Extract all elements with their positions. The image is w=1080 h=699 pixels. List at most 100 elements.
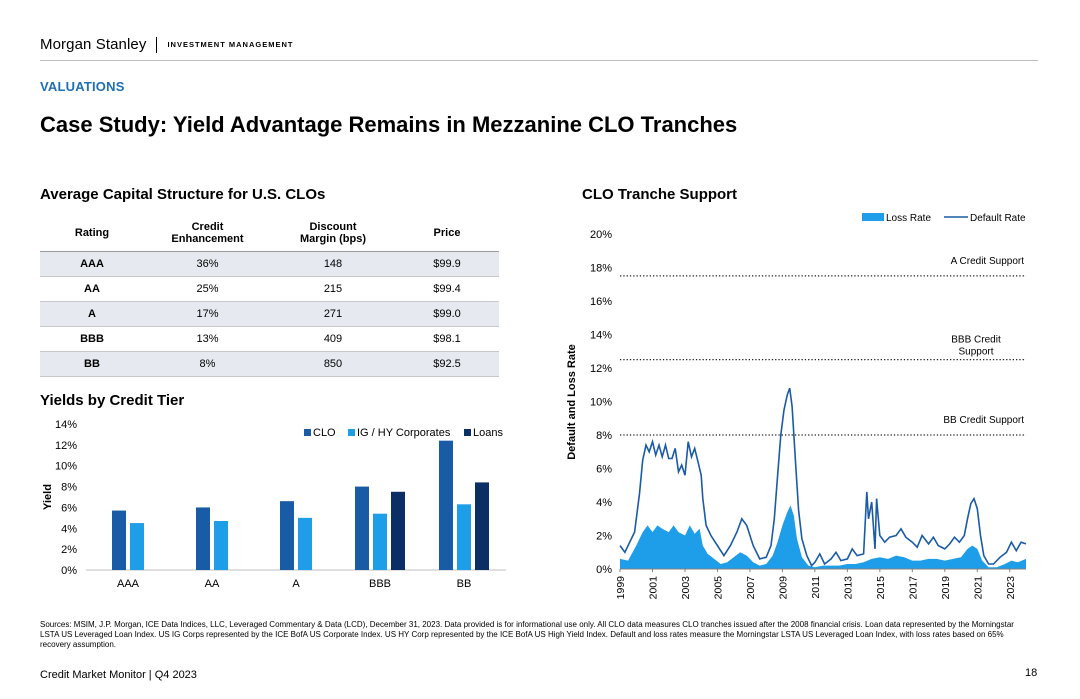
- legend-label: CLO: [313, 427, 336, 439]
- x-tick-label: 2023: [1005, 576, 1017, 600]
- legend-swatch: [348, 429, 355, 436]
- y-tick-label: 10%: [55, 461, 77, 473]
- header-text: Discount: [309, 221, 357, 234]
- table-row: BB 8% 850 $92.5: [40, 351, 499, 377]
- y-tick-label: 10%: [590, 397, 612, 409]
- x-tick-label: AA: [205, 578, 220, 590]
- bar-chart-title: Yields by Credit Tier: [40, 392, 185, 409]
- x-tick-label: 2013: [842, 576, 854, 600]
- bar-a-ig-hy-corporates: [298, 517, 312, 570]
- line-chart-title: CLO Tranche Support: [582, 186, 738, 203]
- header-rating: Rating: [40, 216, 144, 252]
- legend-swatch: [304, 429, 311, 436]
- header-credit-enhancement: Credit Enhancement: [144, 216, 271, 252]
- table-row: AA 25% 215 $99.4: [40, 276, 499, 302]
- page-number: 18: [1025, 667, 1038, 679]
- x-tick-label: 2019: [940, 576, 952, 600]
- legend-swatch: [464, 429, 471, 436]
- footnote: Sources: MSIM, J.P. Morgan, ICE Data Ind…: [40, 620, 1014, 649]
- y-tick-label: 2%: [61, 544, 77, 556]
- y-tick-label: 16%: [590, 296, 612, 308]
- y-tick-label: 20%: [590, 229, 612, 241]
- y-tick-label: 12%: [55, 440, 77, 452]
- cell-credit-enhancement: 17%: [144, 301, 271, 327]
- bar-a-clo: [280, 501, 294, 570]
- x-tick-label: 2011: [810, 576, 822, 599]
- x-tick-label: 2009: [777, 576, 789, 600]
- footer-publication: Credit Market Monitor | Q4 2023: [40, 669, 197, 681]
- header-text: Credit: [191, 221, 224, 234]
- support-label: Support: [958, 347, 993, 358]
- x-tick-label: BBB: [369, 578, 391, 590]
- cell-rating: BB: [40, 351, 144, 377]
- y-tick-label: 0%: [61, 565, 77, 577]
- y-tick-label: 6%: [596, 464, 612, 476]
- bar-aaa-ig-hy-corporates: [130, 523, 144, 570]
- y-tick-label: 6%: [61, 502, 77, 514]
- cell-credit-enhancement: 36%: [144, 251, 271, 277]
- legend-label: Default Rate: [970, 213, 1026, 224]
- header-discount-margin: Discount Margin (bps): [271, 216, 395, 252]
- header-text: Margin (bps): [300, 233, 366, 246]
- x-tick-label: 2017: [907, 576, 919, 600]
- header-rule: [40, 60, 1038, 61]
- cell-discount-margin: 409: [271, 326, 395, 352]
- support-label: BB Credit Support: [943, 415, 1024, 426]
- y-tick-label: 18%: [590, 263, 612, 275]
- y-tick-label: 4%: [61, 523, 77, 535]
- default-rate-line: [619, 387, 1027, 567]
- table-title: Average Capital Structure for U.S. CLOs: [40, 186, 326, 203]
- table-row: BBB 13% 409 $98.1: [40, 326, 499, 352]
- x-tick-label: 2021: [972, 576, 984, 600]
- x-tick-label: 2005: [712, 576, 724, 600]
- legend-label: Loans: [473, 427, 503, 439]
- header-price: Price: [395, 216, 499, 252]
- bar-bb-ig-hy-corporates: [457, 504, 471, 570]
- bar-bb-clo: [439, 440, 453, 570]
- table-row: AAA 36% 148 $99.9: [40, 251, 499, 277]
- header-divider: [156, 36, 158, 53]
- bar-aa-clo: [196, 507, 210, 570]
- support-label: BBB Credit: [951, 335, 1001, 346]
- cell-discount-margin: 850: [271, 351, 395, 377]
- header-text: Enhancement: [171, 233, 244, 246]
- y-tick-label: 2%: [596, 531, 612, 543]
- cell-credit-enhancement: 13%: [144, 326, 271, 352]
- legend-label: Loss Rate: [886, 213, 931, 224]
- y-tick-label: 8%: [61, 482, 77, 494]
- table-row: A 17% 271 $99.0: [40, 301, 499, 327]
- y-tick-label: 12%: [590, 363, 612, 375]
- cell-price: $99.0: [395, 301, 499, 327]
- x-tick-label: BB: [457, 578, 472, 590]
- y-tick-label: 14%: [590, 330, 612, 342]
- tranche-support-chart: 0% 2% 4% 6% 8% 10% 12% 14% 16% 18% 20% Default and …: [566, 213, 1027, 600]
- division-name: INVESTMENT MANAGEMENT: [167, 40, 294, 49]
- legend-label: IG / HY Corporates: [357, 427, 451, 439]
- cell-discount-margin: 215: [271, 276, 395, 302]
- x-tick-label: AAA: [117, 578, 140, 590]
- cell-rating: BBB: [40, 326, 144, 352]
- x-tick-label: 2007: [745, 576, 757, 600]
- x-tick-label: 1999: [615, 576, 627, 600]
- cell-price: $98.1: [395, 326, 499, 352]
- cell-price: $92.5: [395, 351, 499, 377]
- y-axis-label: Yield: [42, 484, 54, 510]
- cell-rating: AAA: [40, 251, 144, 277]
- x-tick-label: 2015: [875, 576, 887, 600]
- x-tick-label: 2003: [680, 576, 692, 600]
- y-tick-label: 8%: [596, 430, 612, 442]
- bar-bbb-loans: [391, 491, 405, 570]
- page-title: Case Study: Yield Advantage Remains in M…: [40, 112, 738, 137]
- cell-credit-enhancement: 25%: [144, 276, 271, 302]
- header: Morgan Stanley INVESTMENT MANAGEMENT: [40, 36, 293, 53]
- y-tick-label: 4%: [596, 497, 612, 509]
- y-axis-label: Default and Loss Rate: [566, 344, 578, 460]
- bar-bbb-ig-hy-corporates: [373, 513, 387, 570]
- brand-logo: Morgan Stanley: [40, 36, 147, 53]
- cell-rating: AA: [40, 276, 144, 302]
- support-label: A Credit Support: [951, 256, 1025, 267]
- cell-discount-margin: 148: [271, 251, 395, 277]
- y-tick-label: 0%: [596, 564, 612, 576]
- x-tick-label: A: [292, 578, 300, 590]
